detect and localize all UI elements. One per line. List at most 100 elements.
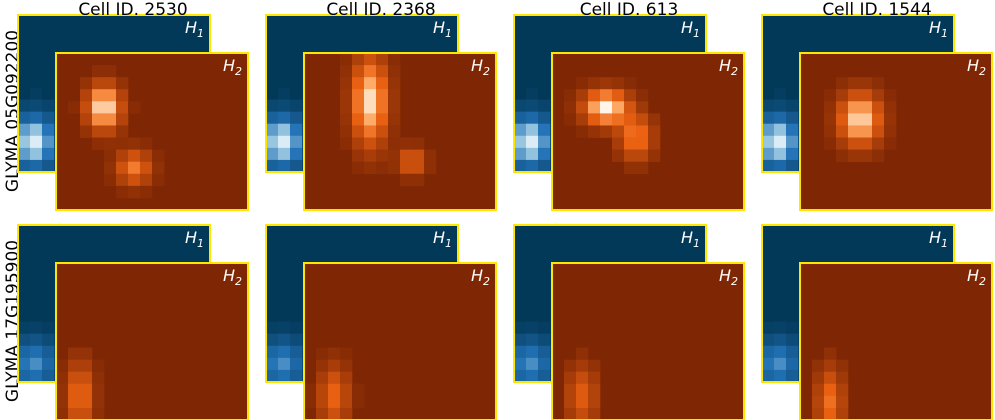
heatmap-cell bbox=[576, 347, 589, 360]
heatmap-cell bbox=[376, 77, 389, 90]
heatmap-cell bbox=[412, 173, 425, 187]
heatmap-cell bbox=[786, 357, 799, 371]
heatmap-cell bbox=[304, 383, 317, 397]
panel-label-base: H bbox=[433, 228, 445, 247]
heatmap-cell bbox=[588, 359, 601, 372]
panel-label: H2 bbox=[471, 56, 490, 78]
heatmap-cell bbox=[376, 137, 389, 150]
heatmap-cell bbox=[42, 159, 55, 173]
heatmap-cell bbox=[812, 383, 825, 397]
heatmap-cell bbox=[92, 125, 105, 138]
heatmap-cell bbox=[576, 359, 589, 372]
heatmap-cell bbox=[624, 113, 637, 126]
heatmap-cell bbox=[872, 137, 885, 150]
panel-label: H1 bbox=[185, 18, 204, 40]
heatmap-cell bbox=[786, 159, 799, 173]
heatmap-cell bbox=[564, 89, 577, 102]
heatmap-cell bbox=[42, 147, 55, 161]
heatmap-cell bbox=[104, 125, 117, 138]
heatmap-cell bbox=[514, 147, 527, 161]
heatmap-cell bbox=[388, 65, 401, 78]
heatmap-cell bbox=[774, 123, 787, 137]
heatmap-cell bbox=[92, 407, 105, 420]
heatmap-cell bbox=[538, 147, 551, 161]
heatmap-cell bbox=[56, 383, 69, 397]
heatmap-cell bbox=[266, 321, 279, 334]
heatmap-cell bbox=[80, 407, 93, 420]
heatmap-cell bbox=[412, 161, 425, 175]
heatmap-cell bbox=[762, 321, 775, 334]
panel-border bbox=[799, 52, 993, 211]
heatmap-cell bbox=[576, 77, 589, 90]
heatmap-cell bbox=[30, 111, 43, 124]
heatmap-cell bbox=[290, 333, 303, 347]
heatmap-cell bbox=[316, 347, 329, 360]
heatmap-cell bbox=[538, 369, 551, 383]
heatmap-cell bbox=[812, 371, 825, 385]
heatmap-cell bbox=[278, 111, 291, 124]
heatmap-cell bbox=[612, 137, 625, 150]
heatmap-cell bbox=[278, 321, 291, 334]
heatmap-cell bbox=[104, 77, 117, 90]
heatmap-cell bbox=[884, 101, 897, 114]
heatmap-cell bbox=[588, 407, 601, 420]
heatmap-cell bbox=[18, 159, 31, 173]
heatmap-cell bbox=[872, 149, 885, 162]
heatmap-cell bbox=[848, 137, 861, 150]
panel-label: H1 bbox=[929, 228, 948, 250]
heatmap-cell bbox=[526, 111, 539, 124]
heatmap-cell bbox=[364, 89, 377, 102]
panel-label-sub: 1 bbox=[693, 237, 700, 250]
heatmap-cell bbox=[92, 137, 105, 150]
heatmap-cell bbox=[266, 345, 279, 359]
panel-label-base: H bbox=[681, 18, 693, 37]
heatmap-cell bbox=[786, 111, 799, 124]
heatmap-cell bbox=[762, 357, 775, 371]
heatmap-cell bbox=[860, 101, 873, 114]
heatmap-cell bbox=[316, 359, 329, 372]
heatmap-cell bbox=[762, 111, 775, 124]
heatmap-cell bbox=[30, 135, 43, 149]
heatmap-cell bbox=[812, 359, 825, 372]
heatmap-cell bbox=[388, 77, 401, 90]
heatmap-cell bbox=[340, 383, 353, 397]
heatmap-cell bbox=[80, 359, 93, 372]
panel-label-sub: 1 bbox=[693, 27, 700, 40]
panel-label-sub: 1 bbox=[445, 237, 452, 250]
heatmap-cell bbox=[600, 101, 613, 114]
heatmap-cell bbox=[266, 159, 279, 173]
heatmap-cell bbox=[352, 383, 365, 397]
heatmap-cell bbox=[42, 111, 55, 124]
heatmap-cell bbox=[140, 185, 153, 199]
heatmap-cell bbox=[328, 395, 341, 409]
heatmap-cell bbox=[316, 395, 329, 409]
heatmap-cell bbox=[104, 161, 117, 175]
heatmap-cell bbox=[92, 395, 105, 409]
heatmap-cell bbox=[290, 369, 303, 383]
heatmap-cell bbox=[128, 101, 141, 114]
panel-label-base: H bbox=[719, 56, 731, 75]
heatmap-cell bbox=[848, 89, 861, 102]
panel-border bbox=[551, 52, 745, 211]
heatmap-cell bbox=[648, 149, 661, 162]
heatmap-cell bbox=[316, 407, 329, 420]
heatmap-cell bbox=[576, 407, 589, 420]
heatmap-cell bbox=[648, 113, 661, 126]
heatmap-cell bbox=[860, 77, 873, 90]
heatmap-cell bbox=[526, 123, 539, 137]
heatmap-cell bbox=[68, 101, 81, 114]
heatmap-cell bbox=[340, 89, 353, 102]
heatmap-cell bbox=[92, 77, 105, 90]
heatmap-cell bbox=[92, 65, 105, 78]
heatmap-cell bbox=[30, 333, 43, 347]
heatmap-cell bbox=[636, 113, 649, 126]
panel-label-base: H bbox=[967, 266, 979, 285]
panel-label-base: H bbox=[471, 56, 483, 75]
heatmap-cell bbox=[514, 321, 527, 334]
heatmap-cell bbox=[18, 111, 31, 124]
heatmap-cell bbox=[576, 383, 589, 397]
